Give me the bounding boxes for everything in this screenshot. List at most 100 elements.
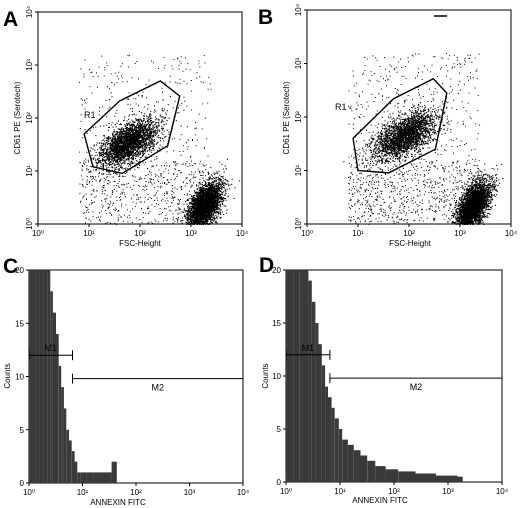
scatter-point bbox=[113, 147, 115, 149]
scatter-point bbox=[153, 149, 155, 151]
scatter-point bbox=[121, 135, 123, 137]
scatter-point bbox=[102, 153, 104, 155]
scatter-point bbox=[139, 140, 141, 142]
scatter-point bbox=[107, 154, 109, 156]
scatter-point bbox=[187, 207, 189, 209]
scatter-point bbox=[111, 167, 113, 169]
scatter-point bbox=[149, 132, 151, 134]
scatter-point bbox=[132, 129, 134, 131]
scatter-point bbox=[96, 165, 98, 167]
scatter-point bbox=[143, 129, 145, 131]
scatter-point bbox=[144, 156, 146, 158]
scatter-point bbox=[108, 174, 110, 176]
scatter-point bbox=[217, 202, 219, 204]
scatter-point bbox=[106, 144, 108, 146]
scatter-point bbox=[135, 131, 137, 133]
scatter-point bbox=[129, 164, 131, 166]
scatter-point bbox=[148, 127, 150, 129]
scatter-point bbox=[127, 146, 129, 148]
scatter-point bbox=[116, 136, 118, 138]
scatter-point bbox=[140, 157, 142, 159]
scatter-point bbox=[139, 164, 141, 166]
scatter-point bbox=[111, 163, 113, 165]
scatter-point bbox=[116, 173, 118, 175]
scatter-point bbox=[215, 195, 217, 197]
scatter-point bbox=[195, 215, 197, 217]
scatter-point bbox=[104, 162, 106, 164]
scatter-point bbox=[105, 145, 107, 147]
scatter-point bbox=[117, 154, 119, 156]
scatter-point bbox=[219, 182, 221, 184]
panel-letter-c: C bbox=[3, 255, 18, 278]
scatter-point bbox=[129, 138, 131, 140]
scatter-point bbox=[210, 178, 212, 180]
scatter-point bbox=[207, 182, 209, 184]
scatter-point bbox=[110, 159, 112, 161]
scatter-point bbox=[188, 223, 190, 225]
scatter-point bbox=[207, 185, 209, 187]
scatter-point bbox=[168, 131, 170, 133]
scatter-point bbox=[141, 112, 143, 114]
scatter-point bbox=[110, 138, 112, 140]
scatter-point bbox=[122, 156, 124, 158]
scatter-point bbox=[127, 133, 129, 135]
scatter-point bbox=[128, 139, 130, 141]
scatter-point bbox=[125, 146, 127, 148]
scatter-point bbox=[122, 135, 124, 137]
scatter-point bbox=[150, 132, 152, 134]
scatter-point bbox=[217, 198, 219, 200]
scatter-point bbox=[133, 137, 135, 139]
scatter-point bbox=[149, 128, 151, 130]
scatter-point bbox=[135, 137, 137, 139]
scatter-point bbox=[196, 223, 198, 225]
scatter-point bbox=[112, 147, 114, 149]
scatter-point bbox=[119, 131, 121, 133]
scatter-point bbox=[193, 204, 195, 206]
scatter-point bbox=[125, 158, 127, 160]
scatter-point bbox=[158, 125, 160, 127]
scatter-point bbox=[113, 151, 115, 153]
scatter-point bbox=[211, 201, 213, 203]
scatter-point bbox=[215, 176, 217, 178]
scatter-point bbox=[143, 119, 145, 121]
scatter-point bbox=[152, 129, 154, 131]
scatter-point bbox=[121, 152, 123, 154]
scatter-point bbox=[139, 122, 141, 124]
scatter-point bbox=[214, 188, 216, 190]
scatter-point bbox=[123, 135, 125, 137]
scatter-point bbox=[112, 150, 114, 152]
scatter-point bbox=[126, 122, 128, 124]
scatter-point bbox=[123, 151, 125, 153]
scatter-point bbox=[212, 190, 214, 192]
scatter-point bbox=[112, 142, 114, 144]
scatter-point bbox=[161, 119, 163, 121]
scatter-point bbox=[124, 161, 126, 163]
scatter-point bbox=[142, 127, 144, 129]
scatter-point bbox=[126, 129, 128, 131]
scatter-point bbox=[149, 146, 151, 148]
scatter-point bbox=[133, 139, 135, 141]
scatter-point bbox=[225, 212, 227, 214]
scatter-point bbox=[107, 146, 109, 148]
scatter-point bbox=[191, 214, 193, 216]
scatter-point bbox=[128, 145, 130, 147]
scatter-point bbox=[203, 194, 205, 196]
scatter-point bbox=[99, 160, 101, 162]
scatter-point bbox=[203, 185, 205, 187]
scatter-point bbox=[139, 128, 141, 130]
scatter-point bbox=[211, 197, 213, 199]
scatter-point bbox=[148, 139, 150, 141]
scatter-point bbox=[162, 138, 164, 140]
scatter-point bbox=[147, 135, 149, 137]
scatter-point bbox=[200, 207, 202, 209]
scatter-point bbox=[139, 128, 141, 130]
scatter-point bbox=[229, 188, 231, 190]
scatter-point bbox=[194, 190, 196, 192]
scatter-point bbox=[155, 133, 157, 135]
scatter-point bbox=[106, 137, 108, 139]
scatter-point bbox=[113, 157, 115, 159]
scatter-point bbox=[195, 203, 197, 205]
scatter-point bbox=[126, 127, 128, 129]
scatter-point bbox=[206, 199, 208, 201]
scatter-point bbox=[107, 157, 109, 159]
